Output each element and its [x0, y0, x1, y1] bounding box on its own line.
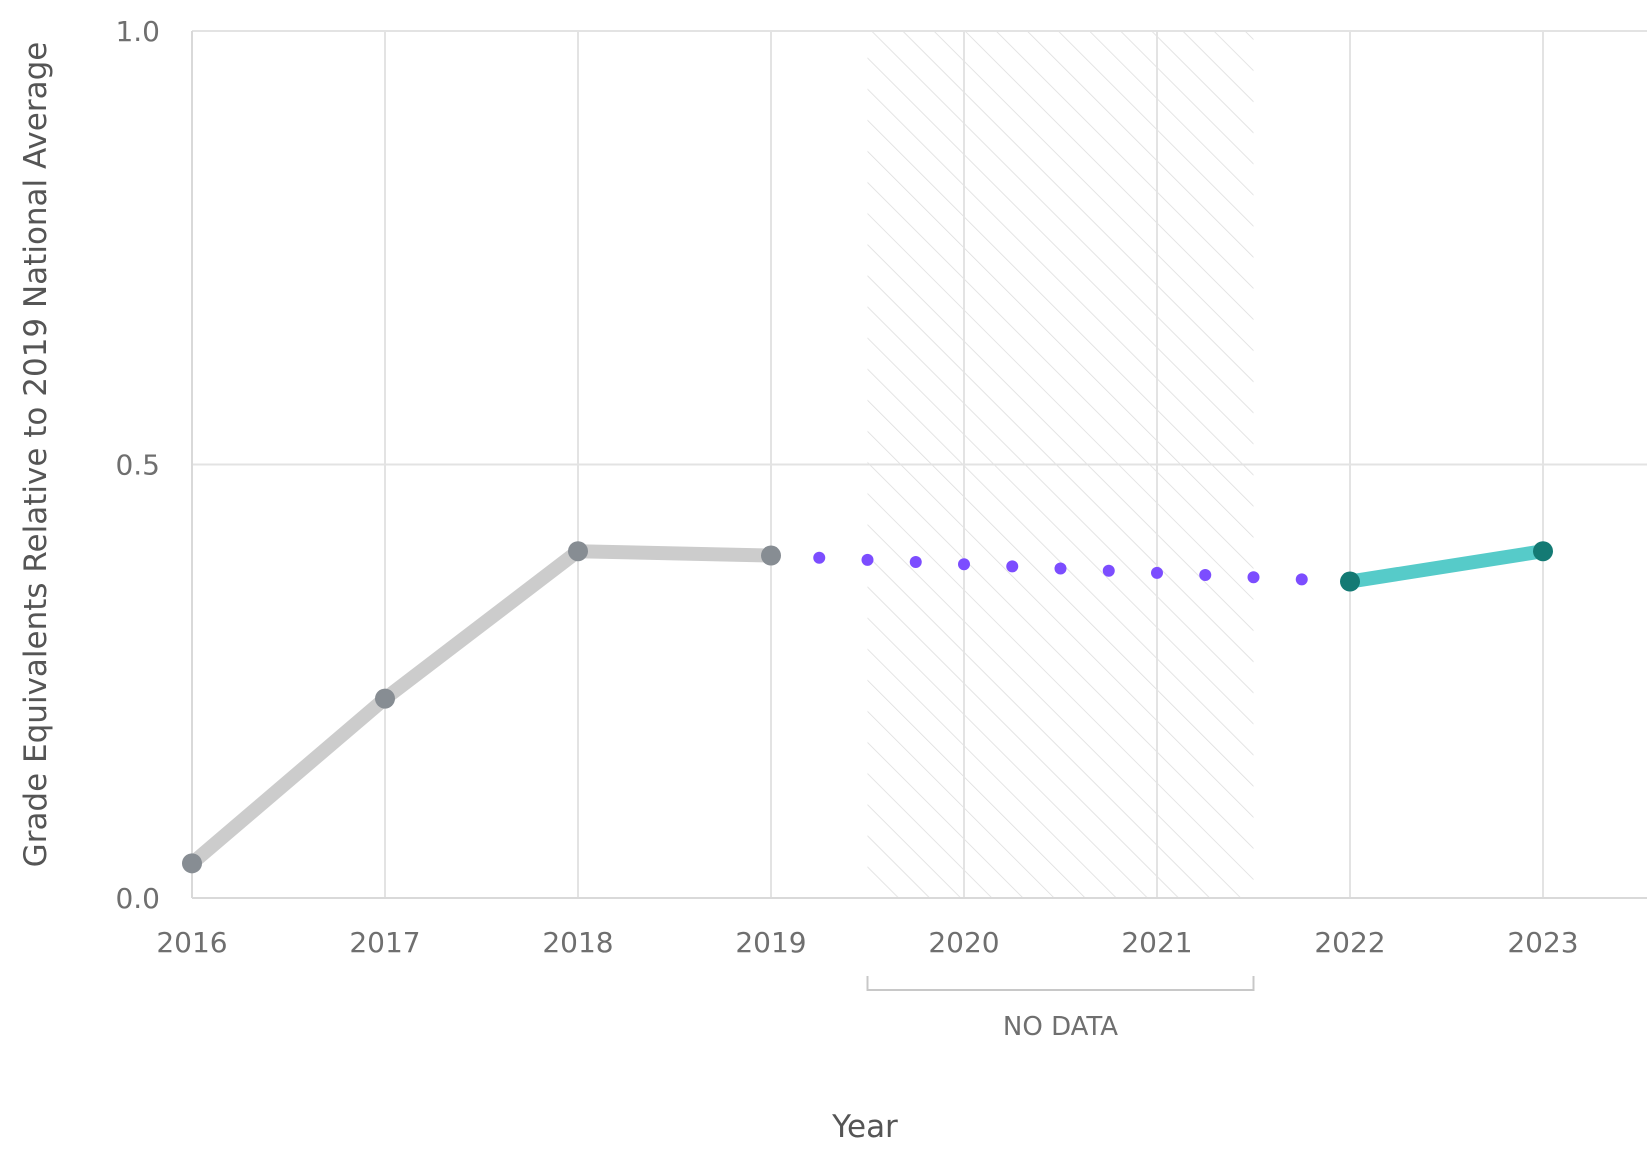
data-point — [1340, 571, 1360, 592]
grid-layer — [191, 30, 1647, 898]
x-axis-title: Year — [831, 1109, 898, 1145]
dotted-trend-dot — [813, 551, 826, 564]
data-point — [761, 545, 781, 566]
x-tick-label: 2016 — [156, 926, 227, 959]
x-tick-label: 2020 — [928, 926, 999, 959]
dotted-trend-dot — [1151, 566, 1163, 579]
x-tick-label: 2022 — [1314, 926, 1385, 959]
data-point — [1533, 541, 1553, 562]
axes-layer — [191, 31, 1647, 899]
dotted-trend-dot — [861, 553, 874, 566]
y-tick-label: 1.0 — [115, 15, 160, 48]
data-point — [375, 688, 395, 709]
dotted-trend-dot — [1054, 562, 1067, 575]
x-tick-label: 2018 — [542, 926, 613, 959]
points-layer — [182, 541, 1553, 874]
labels-layer: NO DATA 2016 2017 2018 2019 2020 2021 2022 2023 0… — [18, 15, 1579, 1145]
dotted-trend-dot — [1006, 560, 1019, 573]
x-tick-label: 2023 — [1507, 926, 1578, 959]
data-point — [182, 853, 202, 874]
y-tick-label: 0.0 — [115, 882, 160, 915]
dotted-trend-dot — [909, 556, 922, 569]
dotted-trend-dot — [1102, 564, 1115, 577]
x-tick-label: 2017 — [349, 926, 420, 959]
y-axis-title: Grade Equivalents Relative to 2019 Natio… — [18, 42, 54, 868]
dotted-trend-dot — [1199, 569, 1212, 582]
x-tick-label: 2019 — [735, 926, 806, 959]
no-data-label: NO DATA — [1003, 1012, 1118, 1042]
no-data-bracket — [866, 976, 1255, 991]
series-line — [1343, 544, 1550, 589]
x-tick-label: 2021 — [1121, 926, 1192, 959]
series-line — [185, 544, 778, 871]
y-tick-label: 0.5 — [115, 449, 160, 482]
dotted-trend-dot — [1295, 573, 1308, 586]
no-data-region-layer — [866, 31, 1255, 991]
data-point — [568, 541, 588, 562]
dotted-trend-dot — [958, 558, 970, 571]
dotted-trend-dot — [1247, 571, 1260, 584]
series-layer — [185, 544, 1550, 871]
